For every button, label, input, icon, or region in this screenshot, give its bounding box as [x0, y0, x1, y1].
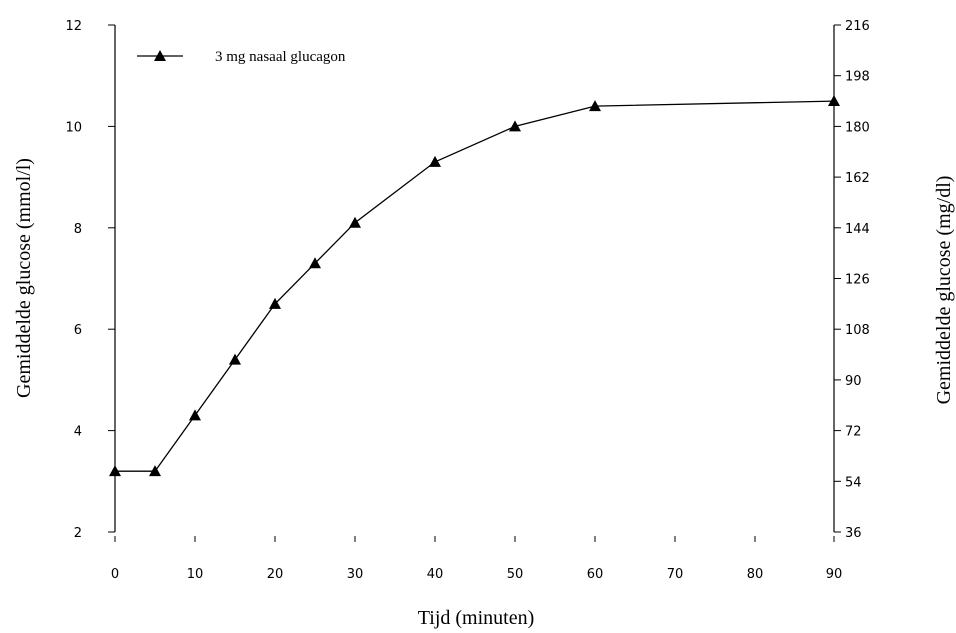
y-tick-label: 4	[74, 425, 82, 440]
data-point	[589, 100, 601, 112]
legend-marker	[154, 50, 166, 61]
series-line	[115, 100, 835, 472]
series-group	[109, 95, 840, 477]
data-point	[349, 216, 361, 228]
legend-label: 3 mg nasaal glucagon	[215, 49, 346, 65]
y-tick-label: 8	[74, 222, 82, 237]
data-point	[828, 95, 840, 107]
axes	[114, 25, 835, 532]
x-axis-title: Tijd (minuten)	[418, 607, 535, 629]
x-tick-label: 0	[111, 567, 119, 582]
y2-tick-label: 108	[845, 323, 870, 338]
x-tick-label: 10	[187, 567, 204, 582]
x-tick-label: 70	[667, 567, 684, 582]
y2-axis-title: Gemiddelde glucose (mg/dl)	[933, 176, 955, 405]
data-point	[509, 120, 521, 132]
y-tick-label: 6	[74, 323, 82, 338]
x-tick-label: 40	[427, 567, 444, 582]
y2-tick-label: 216	[845, 19, 870, 34]
y-axis-title: Gemiddelde glucose (mmol/l)	[13, 158, 35, 398]
y2-axis-ticks: 36 54 72 90 108 126 144 162 180 198 216	[834, 19, 870, 541]
y2-tick-label: 162	[845, 171, 870, 186]
x-tick-label: 20	[267, 567, 284, 582]
y2-tick-label: 198	[845, 70, 870, 85]
data-point	[149, 465, 161, 477]
legend: 3 mg nasaal glucagon	[137, 49, 346, 65]
data-point	[309, 257, 321, 269]
data-point	[429, 155, 441, 167]
x-tick-label: 50	[507, 567, 524, 582]
data-point	[269, 297, 281, 309]
x-tick-label: 80	[747, 567, 764, 582]
y2-tick-label: 54	[845, 475, 862, 490]
data-point	[109, 465, 121, 477]
x-tick-label: 90	[826, 567, 843, 582]
x-tick-label: 60	[587, 567, 604, 582]
data-point	[189, 409, 201, 421]
y2-tick-label: 90	[845, 374, 862, 389]
y2-tick-label: 126	[845, 273, 870, 288]
data-point	[229, 353, 241, 365]
y2-tick-label: 72	[845, 425, 862, 440]
y2-tick-label: 180	[845, 120, 870, 135]
x-axis-ticks: 0 10 20 30 40 50 60 70 80 90	[111, 536, 842, 582]
y-axis-ticks: 2 4 6 8 10 12	[65, 19, 115, 541]
y2-tick-label: 144	[845, 222, 870, 237]
y2-tick-label: 36	[845, 526, 862, 541]
y-tick-label: 2	[74, 526, 82, 541]
y-tick-label: 10	[65, 120, 82, 135]
x-tick-label: 30	[347, 567, 364, 582]
y-tick-label: 12	[65, 19, 82, 34]
